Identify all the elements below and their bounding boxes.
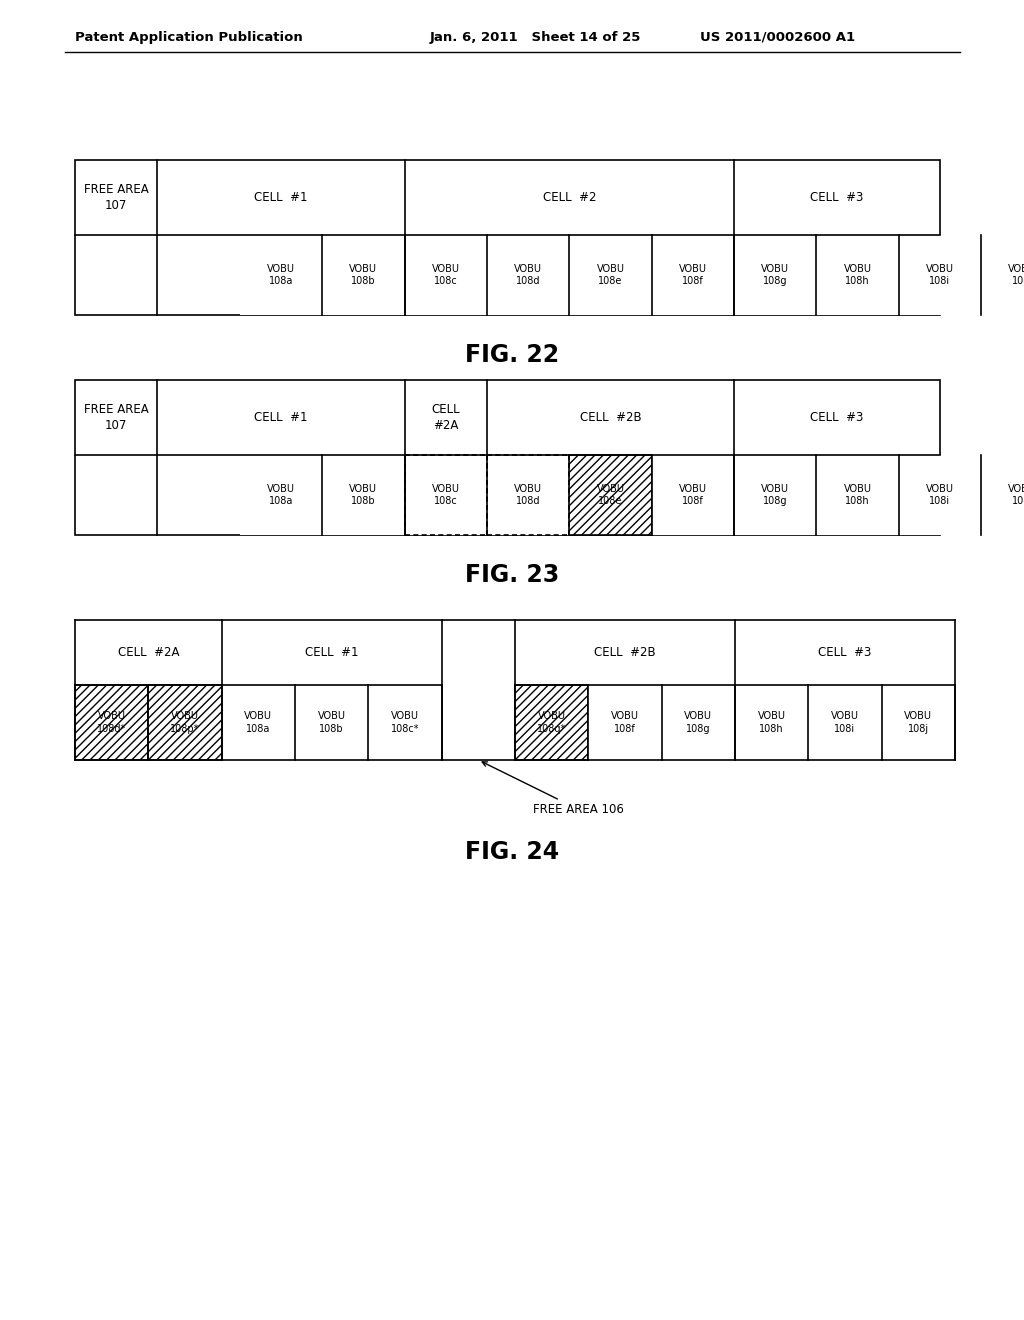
- Bar: [808, 685, 882, 760]
- Text: CELL  #2B: CELL #2B: [580, 411, 641, 424]
- Text: FIG. 22: FIG. 22: [465, 343, 559, 367]
- Text: VOBU
108h: VOBU 108h: [844, 264, 871, 286]
- Text: VOBU
108j: VOBU 108j: [1009, 264, 1024, 286]
- Text: FIG. 23: FIG. 23: [465, 564, 559, 587]
- Text: CELL  #2: CELL #2: [543, 191, 596, 205]
- Text: VOBU
108e: VOBU 108e: [596, 264, 625, 286]
- Text: VOBU
108i: VOBU 108i: [926, 484, 954, 506]
- Text: VOBU
108b: VOBU 108b: [349, 484, 377, 506]
- Text: VOBU
108j: VOBU 108j: [904, 711, 932, 734]
- Text: VOBU
108d*: VOBU 108d*: [97, 711, 126, 734]
- Text: FREE AREA
107: FREE AREA 107: [84, 183, 148, 213]
- Bar: [515, 685, 589, 760]
- Text: Patent Application Publication: Patent Application Publication: [75, 30, 303, 44]
- Bar: [569, 235, 651, 315]
- Text: CELL  #1: CELL #1: [254, 191, 307, 205]
- Text: Jan. 6, 2011   Sheet 14 of 25: Jan. 6, 2011 Sheet 14 of 25: [430, 30, 641, 44]
- Text: VOBU
108a: VOBU 108a: [245, 711, 272, 734]
- Bar: [486, 235, 569, 315]
- Bar: [981, 235, 1024, 315]
- Text: CELL  #3: CELL #3: [810, 191, 863, 205]
- Bar: [404, 455, 486, 535]
- Bar: [369, 685, 441, 760]
- Text: VOBU
108c: VOBU 108c: [432, 484, 460, 506]
- Text: VOBU
108g: VOBU 108g: [761, 264, 790, 286]
- Text: VOBU
108p*: VOBU 108p*: [170, 711, 200, 734]
- Bar: [734, 455, 816, 535]
- Bar: [148, 685, 221, 760]
- Text: CELL  #2B: CELL #2B: [594, 645, 655, 659]
- Text: VOBU
108a: VOBU 108a: [267, 264, 295, 286]
- Bar: [323, 235, 404, 315]
- Bar: [981, 455, 1024, 535]
- Text: VOBU
108b: VOBU 108b: [317, 711, 346, 734]
- Text: VOBU
108h: VOBU 108h: [844, 484, 871, 506]
- Bar: [899, 455, 981, 535]
- Bar: [75, 380, 940, 535]
- Text: VOBU
108d: VOBU 108d: [514, 264, 542, 286]
- Bar: [323, 455, 404, 535]
- Text: VOBU
108c: VOBU 108c: [432, 264, 460, 286]
- Bar: [221, 685, 295, 760]
- Text: VOBU
108d: VOBU 108d: [514, 484, 542, 506]
- Bar: [899, 235, 981, 315]
- Bar: [569, 455, 651, 535]
- Bar: [404, 235, 486, 315]
- Text: VOBU
108i: VOBU 108i: [831, 711, 859, 734]
- Text: US 2011/0002600 A1: US 2011/0002600 A1: [700, 30, 855, 44]
- Text: VOBU
108q*: VOBU 108q*: [537, 711, 566, 734]
- Text: FREE AREA
107: FREE AREA 107: [84, 403, 148, 432]
- Bar: [295, 685, 369, 760]
- Bar: [734, 235, 816, 315]
- Text: VOBU
108c*: VOBU 108c*: [391, 711, 419, 734]
- Text: CELL  #2A: CELL #2A: [118, 645, 179, 659]
- Text: CELL  #1: CELL #1: [305, 645, 358, 659]
- Bar: [75, 160, 940, 315]
- Text: VOBU
108e: VOBU 108e: [596, 484, 625, 506]
- Text: FIG. 24: FIG. 24: [465, 840, 559, 865]
- Text: CELL
#2A: CELL #2A: [431, 403, 460, 432]
- Text: VOBU
108f: VOBU 108f: [611, 711, 639, 734]
- Text: VOBU
108g: VOBU 108g: [761, 484, 790, 506]
- Bar: [882, 685, 955, 760]
- Bar: [816, 235, 899, 315]
- Text: VOBU
108i: VOBU 108i: [926, 264, 954, 286]
- Text: VOBU
108f: VOBU 108f: [679, 264, 707, 286]
- Bar: [240, 455, 323, 535]
- Bar: [75, 685, 148, 760]
- Bar: [816, 455, 899, 535]
- Text: VOBU
108h: VOBU 108h: [758, 711, 785, 734]
- Text: VOBU
108g: VOBU 108g: [684, 711, 713, 734]
- Text: CELL  #3: CELL #3: [810, 411, 863, 424]
- Text: FREE AREA 106: FREE AREA 106: [482, 762, 625, 816]
- Bar: [651, 235, 734, 315]
- Bar: [735, 685, 808, 760]
- Bar: [486, 455, 569, 535]
- Text: VOBU
108f: VOBU 108f: [679, 484, 707, 506]
- Bar: [651, 455, 734, 535]
- Bar: [240, 235, 323, 315]
- Bar: [662, 685, 735, 760]
- Text: CELL  #3: CELL #3: [818, 645, 871, 659]
- Bar: [589, 685, 662, 760]
- Text: CELL  #1: CELL #1: [254, 411, 307, 424]
- Text: VOBU
108a: VOBU 108a: [267, 484, 295, 506]
- Text: VOBU
108j: VOBU 108j: [1009, 484, 1024, 506]
- Text: VOBU
108b: VOBU 108b: [349, 264, 377, 286]
